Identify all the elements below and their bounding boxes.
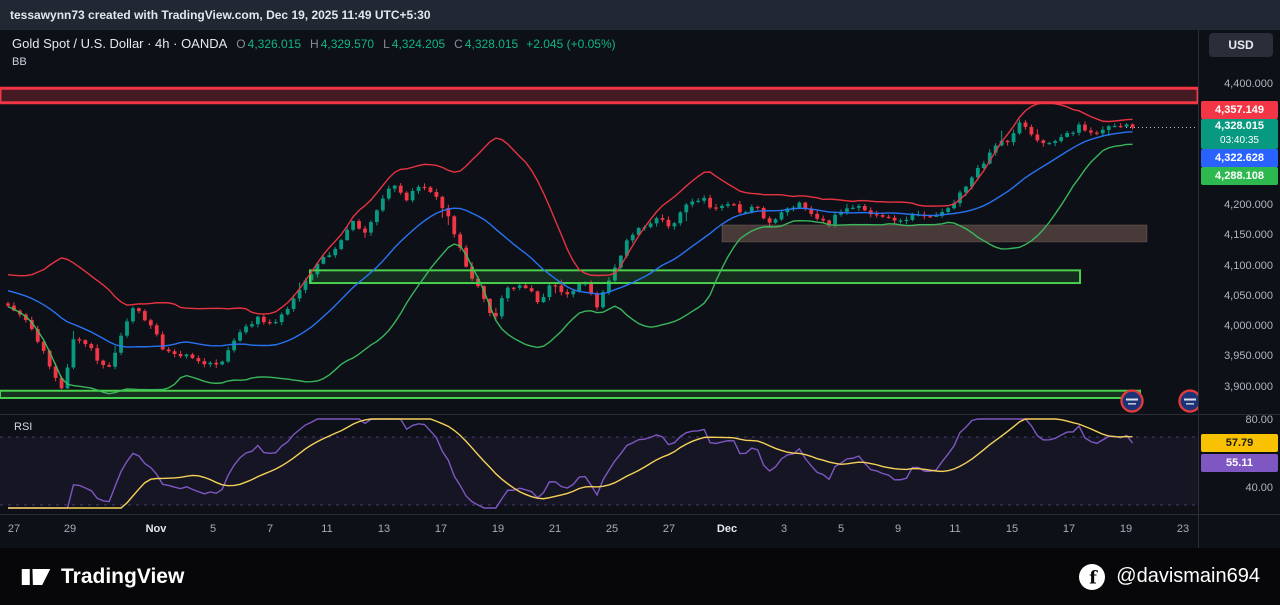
axis-divider: [0, 514, 1280, 515]
rsi-line: [8, 418, 1134, 509]
low-label: L: [383, 37, 390, 51]
time-label: 19: [491, 523, 505, 535]
price-chart[interactable]: [0, 0, 1198, 548]
rsi-value-badge: 55.11: [1201, 454, 1278, 472]
price-tick-label: 4,400.000: [1224, 78, 1273, 90]
rsi-tick-label: 40.00: [1245, 482, 1273, 494]
bb-basis-badge: 4,322.628: [1201, 149, 1278, 167]
time-label: 23: [1176, 523, 1190, 535]
price-scale[interactable]: USD 4,400.000 4,200.000 4,150.000 4,100.000…: [1198, 30, 1280, 548]
rsi-band: [0, 437, 1198, 505]
brand-name: TradingView: [61, 564, 185, 588]
bb-upper-line: [7, 102, 1133, 315]
time-label: 13: [377, 523, 391, 535]
resistance-zone[interactable]: [0, 86, 1198, 105]
supply-shade[interactable]: [721, 224, 1148, 243]
rsi-ma-line: [8, 418, 1133, 509]
tradingview-logo-icon: [21, 568, 51, 585]
low-value: 4,324.205: [391, 37, 446, 51]
watermark-bar: tessawynn73 created with TradingView.com…: [0, 0, 1280, 30]
time-label: 17: [434, 523, 448, 535]
event-marker-icon[interactable]: [1120, 389, 1144, 413]
price-tick-label: 4,050.000: [1224, 289, 1273, 302]
time-label: Dec: [716, 523, 738, 535]
bb-basis-line: [7, 131, 1133, 348]
demand-zone-low[interactable]: [0, 389, 1141, 399]
price-tick-label: 4,200.000: [1224, 199, 1273, 211]
time-label: 3: [780, 523, 788, 535]
bb-lower-line: [7, 143, 1133, 395]
rsi-ma-badge: 57.79: [1201, 434, 1278, 452]
time-label: 27: [662, 523, 676, 535]
facebook-icon: f: [1079, 563, 1106, 590]
price-tick-label: 3,950.000: [1224, 350, 1273, 363]
time-label: 15: [1005, 523, 1019, 535]
last-price-badge: 4,328.015 03:40:35: [1201, 119, 1278, 149]
bb-upper-badge: 4,357.149: [1201, 101, 1278, 119]
chart-legend: Gold Spot / U.S. Dollar · 4h · OANDA O 4…: [12, 36, 616, 68]
time-label: Nov: [145, 523, 167, 535]
time-axis[interactable]: 27 29 Nov 5 7 11 13 17 19 21 25 27 Dec 3 5 9 11 15 17 19 23: [0, 515, 1198, 548]
time-label: 11: [321, 523, 333, 535]
open-label: O: [236, 37, 246, 51]
symbol-title[interactable]: Gold Spot / U.S. Dollar · 4h · OANDA: [12, 36, 228, 51]
high-label: H: [310, 37, 319, 51]
bollinger-bands-layer: [7, 102, 1133, 395]
open-value: 4,326.015: [247, 37, 302, 51]
time-label: 5: [209, 523, 217, 535]
rsi-tick-label: 80.00: [1245, 414, 1273, 426]
time-label: 27: [7, 523, 21, 535]
pane-divider[interactable]: [0, 414, 1280, 415]
time-label: 29: [63, 523, 77, 535]
price-tick-label: 4,100.000: [1224, 259, 1273, 272]
time-label: 25: [605, 523, 619, 535]
time-label: 19: [1119, 523, 1133, 535]
tradingview-brand[interactable]: TradingView: [20, 563, 184, 591]
time-label: 7: [266, 523, 274, 535]
demand-zone-mid[interactable]: [309, 269, 1081, 285]
price-tick-label: 3,900.000: [1224, 380, 1273, 393]
time-label: 9: [894, 523, 902, 535]
time-label: 5: [837, 523, 845, 535]
footer-bar: TradingView f @davismain694: [0, 548, 1280, 605]
rsi-layer: [0, 418, 1198, 509]
overlay-layer: [1120, 127, 1199, 413]
change-value: +2.045 (+0.05%): [526, 37, 616, 51]
price-tick-label: 4,150.000: [1224, 229, 1273, 242]
close-value: 4,328.015: [464, 37, 519, 51]
indicator-bb-label[interactable]: BB: [12, 56, 27, 68]
price-tick-label: 4,000.000: [1224, 320, 1273, 332]
event-marker-icon[interactable]: [1178, 389, 1199, 413]
rsi-indicator-label[interactable]: RSI: [14, 421, 33, 433]
social-handle[interactable]: f @davismain694: [1078, 563, 1260, 591]
currency-button[interactable]: USD: [1209, 33, 1273, 57]
svg-text:f: f: [1089, 567, 1098, 588]
high-value: 4,329.570: [320, 37, 375, 51]
time-label: 17: [1062, 523, 1076, 535]
handle-text: @davismain694: [1116, 565, 1260, 587]
close-label: C: [454, 37, 463, 51]
time-label: 11: [949, 523, 961, 535]
bb-lower-badge: 4,288.108: [1201, 167, 1278, 185]
watermark-text: tessawynn73 created with TradingView.com…: [10, 8, 431, 22]
time-label: 21: [548, 523, 562, 535]
zones-layer: [0, 86, 1198, 399]
